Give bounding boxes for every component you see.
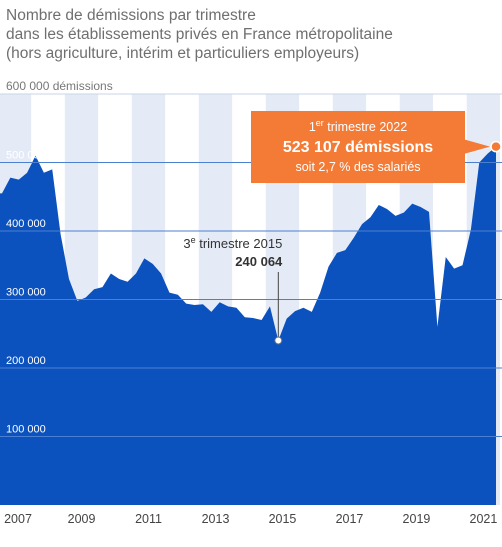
callout-2022-period: 1er trimestre 2022	[309, 118, 407, 134]
annotation-2015-num: 3	[183, 236, 190, 251]
unit-label: 600 000 démissions	[6, 79, 113, 93]
callout-2022-note: soit 2,7 % des salariés	[295, 160, 420, 174]
annotation-2015-rest: trimestre 2015	[196, 236, 283, 251]
x-tick-label: 2021	[470, 512, 498, 526]
x-tick-label: 2011	[135, 512, 162, 526]
x-tick-labels: 2007 2009 2011 2013 2015 2017 2019 2021	[4, 512, 497, 526]
resignations-area	[0, 146, 496, 506]
callout-2022: 1er trimestre 2022 523 107 démissions so…	[251, 111, 502, 183]
x-tick-label: 2017	[336, 512, 364, 526]
y-tick-label: 500 000	[6, 150, 46, 162]
annotation-2015-label: 3e trimestre 2015	[183, 235, 282, 251]
x-tick-label: 2019	[403, 512, 431, 526]
chart-title-line-2: dans les établissements privés en France…	[6, 26, 393, 43]
callout-2022-box	[251, 111, 490, 183]
annotation-2015-marker	[274, 336, 283, 345]
annotation-2015-value: 240 064	[235, 254, 283, 269]
chart-title-line-1: Nombre de démissions par trimestre	[6, 7, 256, 24]
callout-2022-num: 1	[309, 120, 316, 134]
callout-2022-sup: er	[316, 118, 324, 128]
callout-2022-rest: trimestre 2022	[324, 120, 407, 134]
y-tick-label: 200 000	[6, 355, 46, 367]
y-tick-labels: 100 000 200 000 300 000 400 000 500 000	[6, 150, 46, 436]
annotation-2015-sup: e	[191, 235, 196, 245]
chart-title-line-3: (hors agriculture, intérim et particulie…	[6, 45, 360, 62]
x-tick-label: 2013	[202, 512, 230, 526]
x-tick-label: 2015	[269, 512, 297, 526]
y-tick-label: 300 000	[6, 287, 46, 299]
callout-2022-value: 523 107 démissions	[283, 139, 433, 156]
annotation-2015: 3e trimestre 2015 240 064	[183, 235, 283, 345]
x-tick-label: 2009	[68, 512, 96, 526]
y-tick-label: 400 000	[6, 218, 46, 230]
y-tick-label: 100 000	[6, 424, 46, 436]
latest-value-marker	[490, 140, 502, 153]
x-tick-label: 2007	[4, 512, 32, 526]
chart-title: Nombre de démissions par trimestre dans …	[6, 6, 496, 63]
